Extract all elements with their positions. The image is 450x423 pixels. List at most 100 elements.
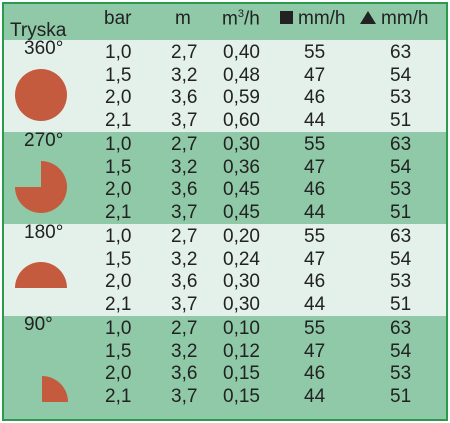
cell-m: 3,6 (171, 87, 198, 108)
header-m3h: m3/h (222, 8, 260, 30)
table-row: 2,1 3,7 0,45 44 51 (4, 202, 446, 224)
table-row: 1,0 2,7 0,30 55 63 (4, 134, 446, 156)
cell-sq: 55 (304, 42, 326, 63)
table-row: 2,1 3,7 0,60 44 51 (4, 110, 446, 132)
table-header: Tryska bar m m3/h mm/h mm/h (4, 4, 446, 41)
table-row: 1,0 2,7 0,40 55 63 (4, 42, 446, 64)
cell-m3h: 0,24 (223, 248, 260, 270)
cell-sq: 44 (304, 293, 326, 315)
cell-bar: 1,5 (105, 156, 132, 178)
cell-m: 3,6 (171, 179, 198, 200)
table-row: 2,0 3,6 0,30 46 53 (4, 271, 446, 293)
table-row: 1,0 2,7 0,20 55 63 (4, 226, 446, 248)
header-m3h-sup: 3 (237, 8, 244, 20)
cell-m3h: 0,30 (223, 271, 260, 292)
cell-m3h: 0,40 (223, 42, 260, 63)
cell-m3h: 0,15 (223, 385, 260, 407)
cell-tri: 53 (390, 363, 412, 384)
cell-sq: 44 (304, 385, 326, 407)
cell-bar: 2,0 (105, 363, 132, 384)
cell-sq: 55 (304, 318, 326, 339)
cell-bar: 2,1 (105, 201, 132, 223)
triangle-icon (360, 11, 376, 24)
cell-tri: 63 (390, 134, 412, 155)
nozzle-angle: 360° (24, 38, 64, 59)
cell-tri: 53 (390, 179, 412, 200)
cell-m3h: 0,30 (223, 293, 260, 315)
header-bar: bar (104, 8, 132, 29)
cell-tri: 51 (390, 293, 412, 315)
cell-m: 3,2 (171, 340, 198, 362)
cell-sq: 47 (304, 156, 326, 178)
cell-bar: 1,5 (105, 340, 132, 362)
cell-m: 3,2 (171, 156, 198, 178)
table-row: 1,5 3,2 0,36 47 54 (4, 157, 446, 179)
cell-m: 3,6 (171, 363, 198, 384)
nozzle-angle: 180° (24, 222, 64, 243)
table-row: 2,1 3,7 0,15 44 51 (4, 386, 446, 408)
cell-m3h: 0,45 (223, 179, 260, 200)
header-m3h-unit: /h (243, 8, 260, 30)
cell-m: 3,7 (171, 201, 198, 223)
cell-m: 2,7 (171, 42, 198, 63)
cell-tri: 63 (390, 318, 412, 339)
table-row: 1,5 3,2 0,48 47 54 (4, 65, 446, 87)
full-circle-icon (14, 68, 68, 122)
cell-m: 2,7 (171, 134, 198, 155)
three-quarter-circle-icon (14, 160, 68, 214)
cell-bar: 2,0 (105, 271, 132, 292)
nozzle-angle: 90° (24, 314, 53, 335)
table-row: 2,0 3,6 0,45 46 53 (4, 179, 446, 201)
cell-m3h: 0,48 (223, 64, 260, 86)
cell-bar: 2,1 (105, 109, 132, 131)
header-square-rate: mm/h (280, 8, 346, 30)
header-tryska: Tryska (10, 20, 67, 41)
cell-tri: 53 (390, 87, 412, 108)
nozzle-group: 90° 1,0 2,7 0,10 55 63 1,5 3,2 0,12 47 54 2,0 3,6 0,1… (4, 314, 446, 408)
header-m3h-base: m (222, 8, 238, 30)
cell-m3h: 0,59 (223, 87, 260, 108)
cell-bar: 1,5 (105, 64, 132, 86)
cell-tri: 53 (390, 271, 412, 292)
cell-bar: 2,1 (105, 293, 132, 315)
cell-m: 3,6 (171, 271, 198, 292)
cell-m3h: 0,10 (223, 318, 260, 339)
square-icon (280, 11, 293, 24)
cell-tri: 54 (390, 156, 412, 178)
cell-tri: 54 (390, 64, 412, 86)
cell-m: 3,2 (171, 64, 198, 86)
table-row: 1,5 3,2 0,12 47 54 (4, 341, 446, 363)
table-row: 1,5 3,2 0,24 47 54 (4, 249, 446, 271)
cell-sq: 44 (304, 201, 326, 223)
cell-sq: 47 (304, 64, 326, 86)
nozzle-group: 270° 1,0 2,7 0,30 55 63 1,5 3,2 0,36 47 54 2,0 3,6 0,… (4, 130, 446, 224)
table-row: 1,0 2,7 0,10 55 63 (4, 318, 446, 340)
cell-tri: 54 (390, 248, 412, 270)
cell-sq: 46 (304, 363, 326, 384)
cell-m: 3,7 (171, 293, 198, 315)
cell-m3h: 0,60 (223, 109, 260, 131)
cell-tri: 51 (390, 385, 412, 407)
header-m: m (175, 8, 191, 29)
cell-sq: 46 (304, 179, 326, 200)
cell-sq: 55 (304, 134, 326, 155)
cell-m3h: 0,36 (223, 156, 260, 178)
cell-m: 3,7 (171, 109, 198, 131)
cell-m: 2,7 (171, 318, 198, 339)
cell-bar: 2,0 (105, 87, 132, 108)
cell-sq: 55 (304, 226, 326, 247)
cell-bar: 1,0 (105, 134, 132, 155)
cell-sq: 47 (304, 340, 326, 362)
cell-bar: 1,5 (105, 248, 132, 270)
cell-bar: 1,0 (105, 318, 132, 339)
header-triangle-rate: mm/h (360, 8, 429, 30)
header-triangle-unit: mm/h (381, 8, 429, 29)
cell-bar: 1,0 (105, 226, 132, 247)
cell-bar: 2,1 (105, 385, 132, 407)
cell-sq: 44 (304, 109, 326, 131)
cell-m: 3,2 (171, 248, 198, 270)
nozzle-angle: 270° (24, 130, 64, 151)
cell-m3h: 0,12 (223, 340, 260, 362)
cell-tri: 54 (390, 340, 412, 362)
